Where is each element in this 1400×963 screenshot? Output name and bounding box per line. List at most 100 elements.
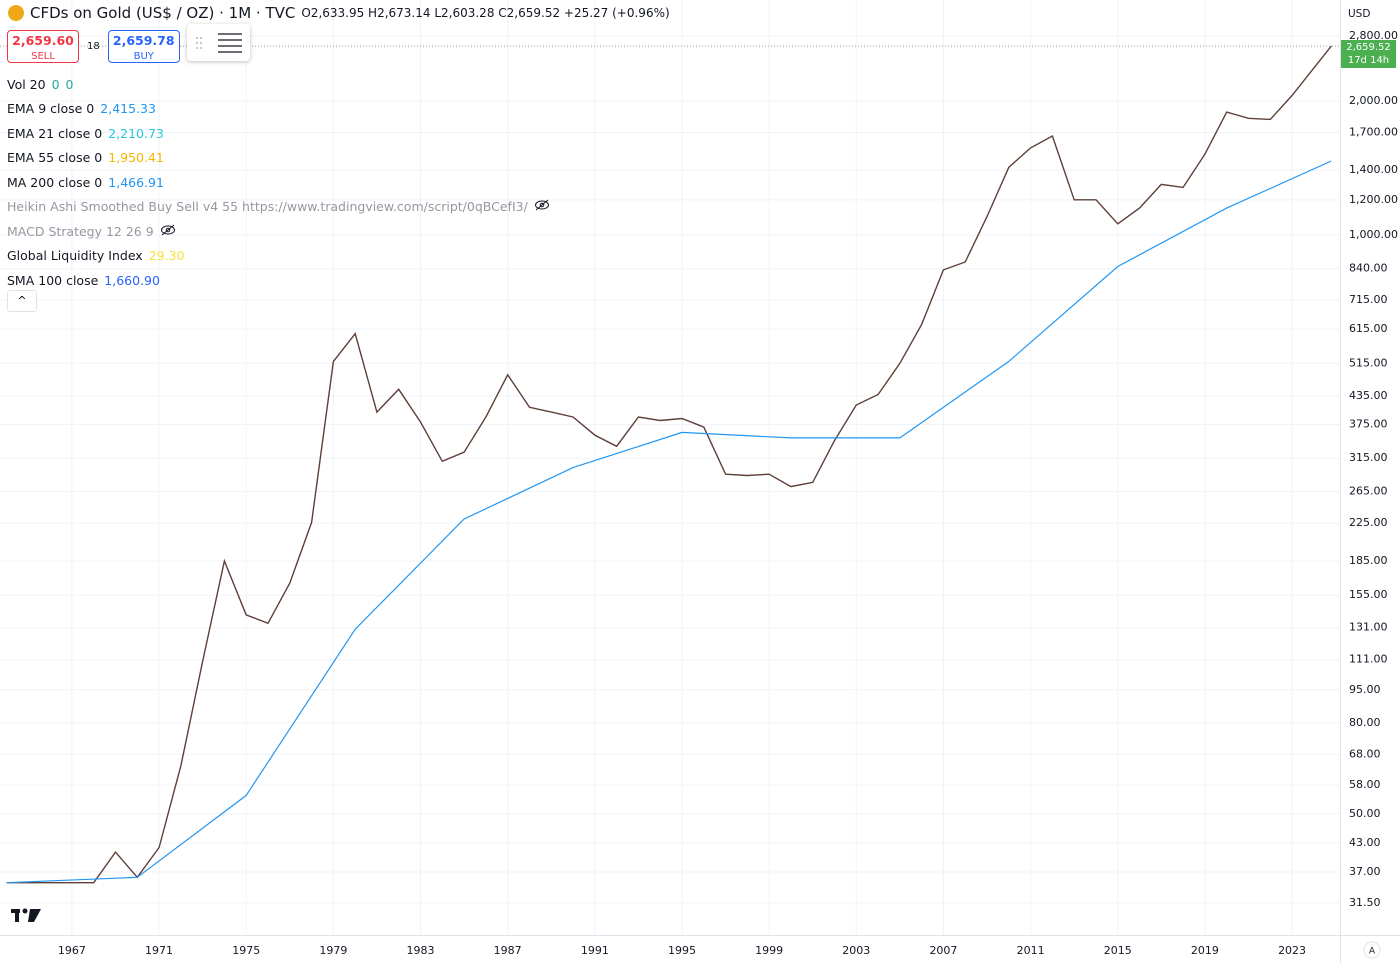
x-tick-label: 2003 xyxy=(842,944,870,957)
x-tick-label: 2019 xyxy=(1191,944,1219,957)
y-tick-label: 131.00 xyxy=(1349,621,1388,634)
y-tick-label: 68.00 xyxy=(1349,747,1381,760)
indicator-value: 1,466.91 xyxy=(108,174,164,190)
sell-label: SELL xyxy=(31,51,55,62)
plot xyxy=(0,45,1340,884)
x-tick-label: 1979 xyxy=(319,944,347,957)
x-tick-label: 1987 xyxy=(494,944,522,957)
buy-price: 2,659.78 xyxy=(112,33,175,48)
indicator-name[interactable]: Global Liquidity Index xyxy=(7,248,143,264)
y-tick-label: 840.00 xyxy=(1349,262,1388,275)
indicator-name[interactable]: Heikin Ashi Smoothed Buy Sell v4 55 http… xyxy=(7,199,528,215)
last-price-label: 2,659.52 17d 14h xyxy=(1341,40,1396,68)
y-tick-label: 435.00 xyxy=(1349,389,1388,402)
indicator-row: MA 200 close 0 1,466.91 xyxy=(7,170,550,195)
indicator-name[interactable]: EMA 9 close 0 xyxy=(7,101,95,117)
indicator-value: 1,660.90 xyxy=(104,272,160,288)
indicator-name[interactable]: MACD Strategy 12 26 9 xyxy=(7,223,154,239)
indicator-name[interactable]: SMA 100 close xyxy=(7,272,99,288)
indicator-legend: Vol 20 0 0 EMA 9 close 0 2,415.33 EMA 21 clos… xyxy=(7,72,550,293)
indicator-row: MACD Strategy 12 26 9 xyxy=(7,219,550,244)
y-tick-label: 58.00 xyxy=(1349,778,1381,791)
y-tick-label: 50.00 xyxy=(1349,807,1381,820)
price-line xyxy=(6,45,1332,884)
trade-panel: 2,659.60 SELL 18 2,659.78 BUY xyxy=(7,30,180,63)
indicator-value: 0 xyxy=(65,76,74,92)
indicator-row: SMA 100 close 1,660.90 xyxy=(7,268,550,293)
x-tick-label: 1967 xyxy=(58,944,86,957)
x-tick-label: 2007 xyxy=(929,944,957,957)
y-tick-label: 2,000.00 xyxy=(1349,94,1398,107)
symbol-icon xyxy=(8,5,24,21)
svg-text:A: A xyxy=(1369,947,1376,957)
y-tick-label: 315.00 xyxy=(1349,451,1388,464)
indicator-value: 2,415.33 xyxy=(100,101,156,117)
y-tick-label: 31.50 xyxy=(1349,896,1381,909)
y-tick-label: 111.00 xyxy=(1349,653,1388,666)
indicator-name[interactable]: EMA 21 close 0 xyxy=(7,125,103,141)
y-tick-label: 225.00 xyxy=(1349,516,1388,529)
indicator-row: Global Liquidity Index 29.30 xyxy=(7,244,550,269)
y-tick-label: 1,400.00 xyxy=(1349,163,1398,176)
x-tick-label: 1991 xyxy=(581,944,609,957)
sell-button[interactable]: 2,659.60 SELL xyxy=(7,30,79,63)
auto-scale-button[interactable]: A xyxy=(1363,941,1381,959)
chart-menu-button[interactable] xyxy=(187,24,250,61)
price-line xyxy=(6,160,1332,884)
y-tick-label: 375.00 xyxy=(1349,418,1388,431)
x-tick-label: 1983 xyxy=(407,944,435,957)
collapse-legend-button[interactable]: ^ xyxy=(7,290,37,312)
y-tick-label: 43.00 xyxy=(1349,836,1381,849)
y-tick-label: 185.00 xyxy=(1349,554,1388,567)
x-tick-label: 2023 xyxy=(1278,944,1306,957)
grid xyxy=(0,0,1340,935)
y-tick-label: 95.00 xyxy=(1349,683,1381,696)
y-tick-label: 1,000.00 xyxy=(1349,228,1398,241)
y-tick-label: 80.00 xyxy=(1349,716,1381,729)
buy-button[interactable]: 2,659.78 BUY xyxy=(107,30,180,63)
bar-countdown: 17d 14h xyxy=(1347,55,1390,66)
indicator-row: Heikin Ashi Smoothed Buy Sell v4 55 http… xyxy=(7,195,550,220)
hidden-icon xyxy=(534,199,550,214)
hidden-icon xyxy=(160,224,176,239)
y-tick-label: 1,200.00 xyxy=(1349,193,1398,206)
buy-label: BUY xyxy=(133,51,154,62)
indicator-value: 1,950.41 xyxy=(108,150,164,166)
indicator-row: EMA 9 close 0 2,415.33 xyxy=(7,97,550,122)
indicator-name[interactable]: EMA 55 close 0 xyxy=(7,150,103,166)
x-tick-label: 1995 xyxy=(668,944,696,957)
indicator-value: 0 xyxy=(51,76,60,92)
y-tick-label: 265.00 xyxy=(1349,485,1388,498)
y-tick-label: 715.00 xyxy=(1349,293,1388,306)
y-tick-label: 2,800.00 xyxy=(1349,29,1398,42)
plot-area xyxy=(0,0,1340,935)
ohlc: O2,633.95 H2,673.14 L2,603.28 C2,659.52 … xyxy=(301,6,670,20)
x-tick-label: 1999 xyxy=(755,944,783,957)
symbol-header: CFDs on Gold (US$ / OZ) · 1M · TVC O2,63… xyxy=(8,4,670,22)
symbol-title[interactable]: CFDs on Gold (US$ / OZ) · 1M · TVC xyxy=(30,4,296,22)
indicator-name[interactable]: Vol 20 xyxy=(7,76,46,92)
last-price: 2,659.52 xyxy=(1346,42,1391,53)
indicator-name[interactable]: MA 200 close 0 xyxy=(7,174,103,190)
y-tick-label: 515.00 xyxy=(1349,356,1388,369)
indicator-value: 2,210.73 xyxy=(108,125,164,141)
sell-price: 2,659.60 xyxy=(12,33,74,48)
axes: 2,800.00 2,000.00 1,700.00 1,400.00 1,200.00… xyxy=(58,29,1398,957)
x-tick-label: 2015 xyxy=(1104,944,1132,957)
menu-icon xyxy=(196,33,242,53)
y-tick-label: 37.00 xyxy=(1349,865,1381,878)
x-tick-label: 2011 xyxy=(1017,944,1045,957)
y-tick-label: 1,700.00 xyxy=(1349,126,1398,139)
indicator-row: EMA 21 close 0 2,210.73 xyxy=(7,121,550,146)
currency-selector[interactable]: USD xyxy=(1348,8,1371,20)
x-tick-label: 1975 xyxy=(232,944,260,957)
y-tick-label: 155.00 xyxy=(1349,588,1388,601)
indicator-row: EMA 55 close 0 1,950.41 xyxy=(7,146,550,171)
x-tick-label: 1971 xyxy=(145,944,173,957)
indicator-row: Vol 20 0 0 xyxy=(7,72,550,97)
y-tick-label: 615.00 xyxy=(1349,322,1388,335)
tradingview-logo xyxy=(11,908,41,922)
indicator-value: 29.30 xyxy=(148,248,185,264)
spread: 18 xyxy=(87,41,100,52)
